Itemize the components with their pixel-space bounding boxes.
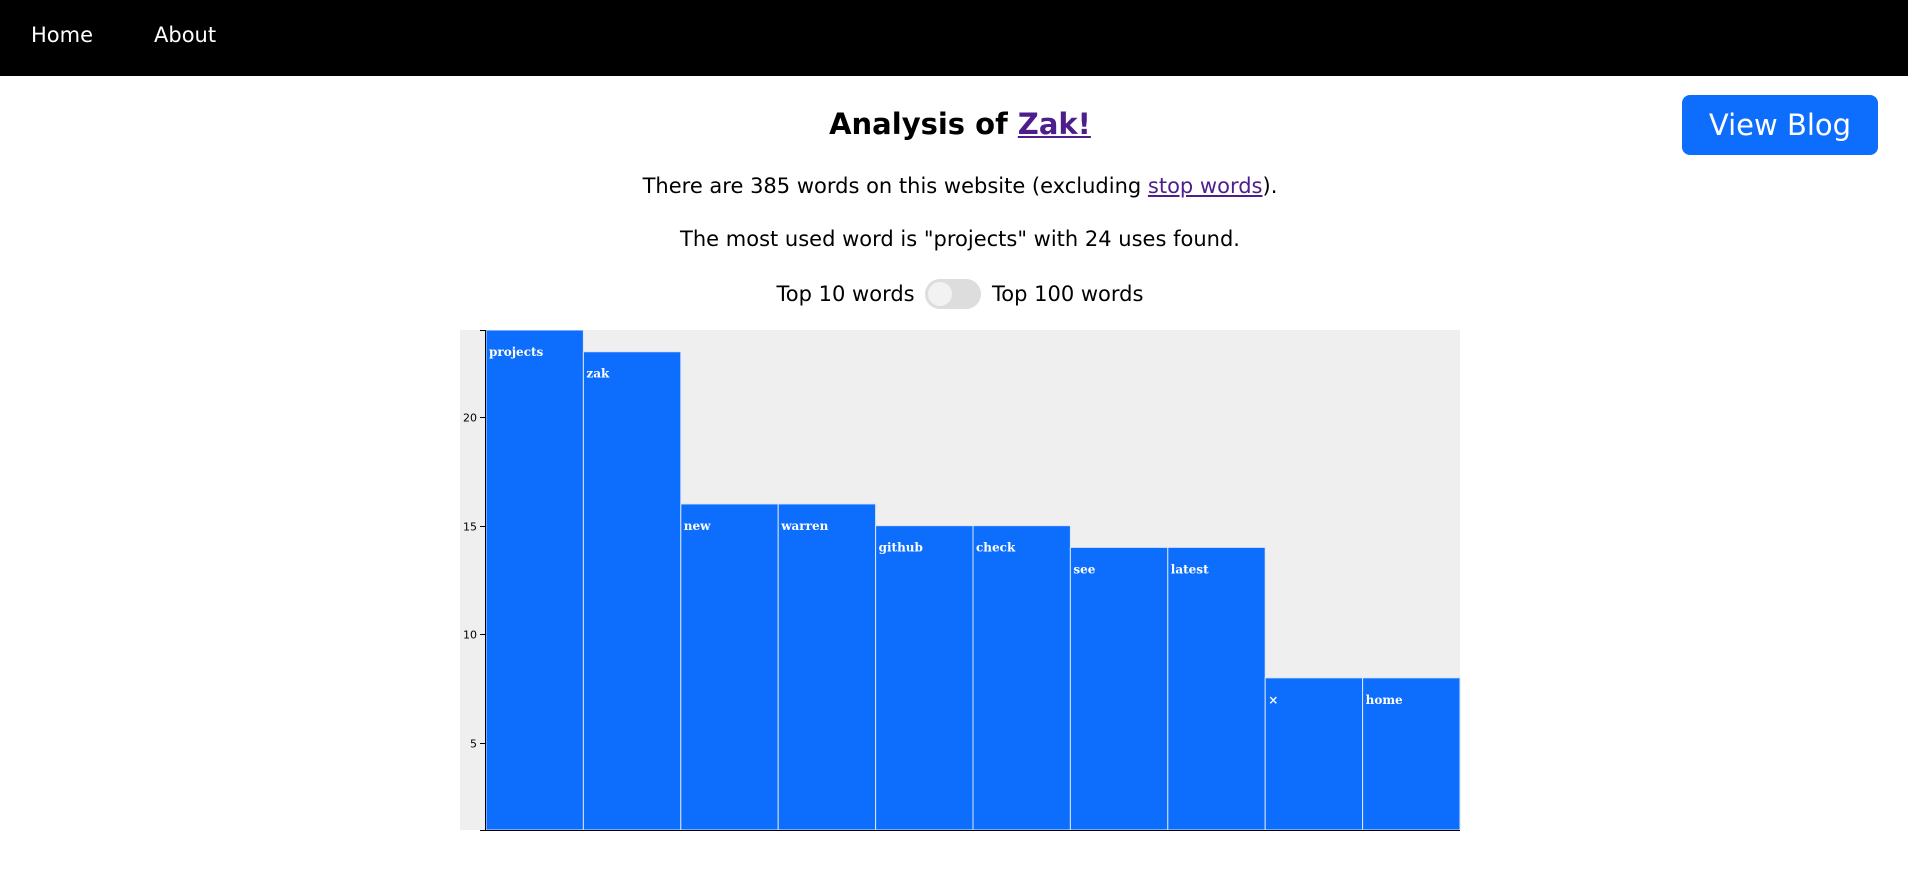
bar-label: zak	[586, 367, 610, 381]
bar-label: home	[1366, 693, 1403, 707]
bar	[777, 503, 877, 831]
word-count-toggle-row: Top 10 words Top 100 words	[0, 277, 1908, 310]
bar-label: ×	[1268, 693, 1278, 707]
bar-label: projects	[489, 345, 544, 359]
bar	[1069, 546, 1169, 831]
y-tick-label: 15	[463, 521, 477, 534]
y-tick-label: 20	[463, 412, 477, 425]
most-used-word-text: The most used word is "projects" with 24…	[680, 227, 1240, 251]
y-tick-label: 5	[470, 738, 477, 751]
bar-label: check	[976, 541, 1016, 555]
bar-label: latest	[1171, 562, 1209, 576]
bar-label: github	[879, 541, 923, 555]
y-tick-label: 10	[463, 629, 477, 642]
page-title: Analysis of Zak!	[0, 104, 1908, 144]
bar	[485, 330, 584, 831]
word-count-text: There are 385 words on this website (exc…	[0, 171, 1908, 201]
nav-home-link[interactable]: Home	[31, 23, 94, 47]
bar	[680, 503, 779, 831]
bar-label: see	[1073, 562, 1095, 576]
bar	[972, 525, 1071, 831]
toggle-left-label: Top 10 words	[776, 282, 915, 306]
bar-label: new	[684, 519, 711, 533]
bar	[1264, 677, 1364, 831]
word-frequency-bar-chart: projects zak new warren github check see latest…	[460, 330, 1461, 831]
top-navigation-bar: Home About	[0, 0, 1908, 76]
bar-label: warren	[780, 519, 828, 533]
site-link[interactable]: Zak!	[1017, 107, 1091, 141]
word-count-suffix: ).	[1262, 174, 1278, 198]
word-count-prefix: There are 385 words on this website (exc…	[642, 174, 1148, 198]
toggle-knob	[928, 282, 953, 306]
bar	[582, 351, 682, 831]
page-title-prefix: Analysis of	[829, 107, 1018, 141]
toggle-right-label: Top 100 words	[992, 282, 1144, 306]
view-blog-button[interactable]: View Blog	[1682, 95, 1878, 155]
bar	[1167, 546, 1266, 831]
bar	[1362, 677, 1461, 831]
nav-about-link[interactable]: About	[154, 23, 217, 47]
top-words-toggle-switch[interactable]	[925, 279, 982, 309]
stop-words-link[interactable]: stop words	[1147, 174, 1263, 198]
bar	[875, 525, 974, 831]
